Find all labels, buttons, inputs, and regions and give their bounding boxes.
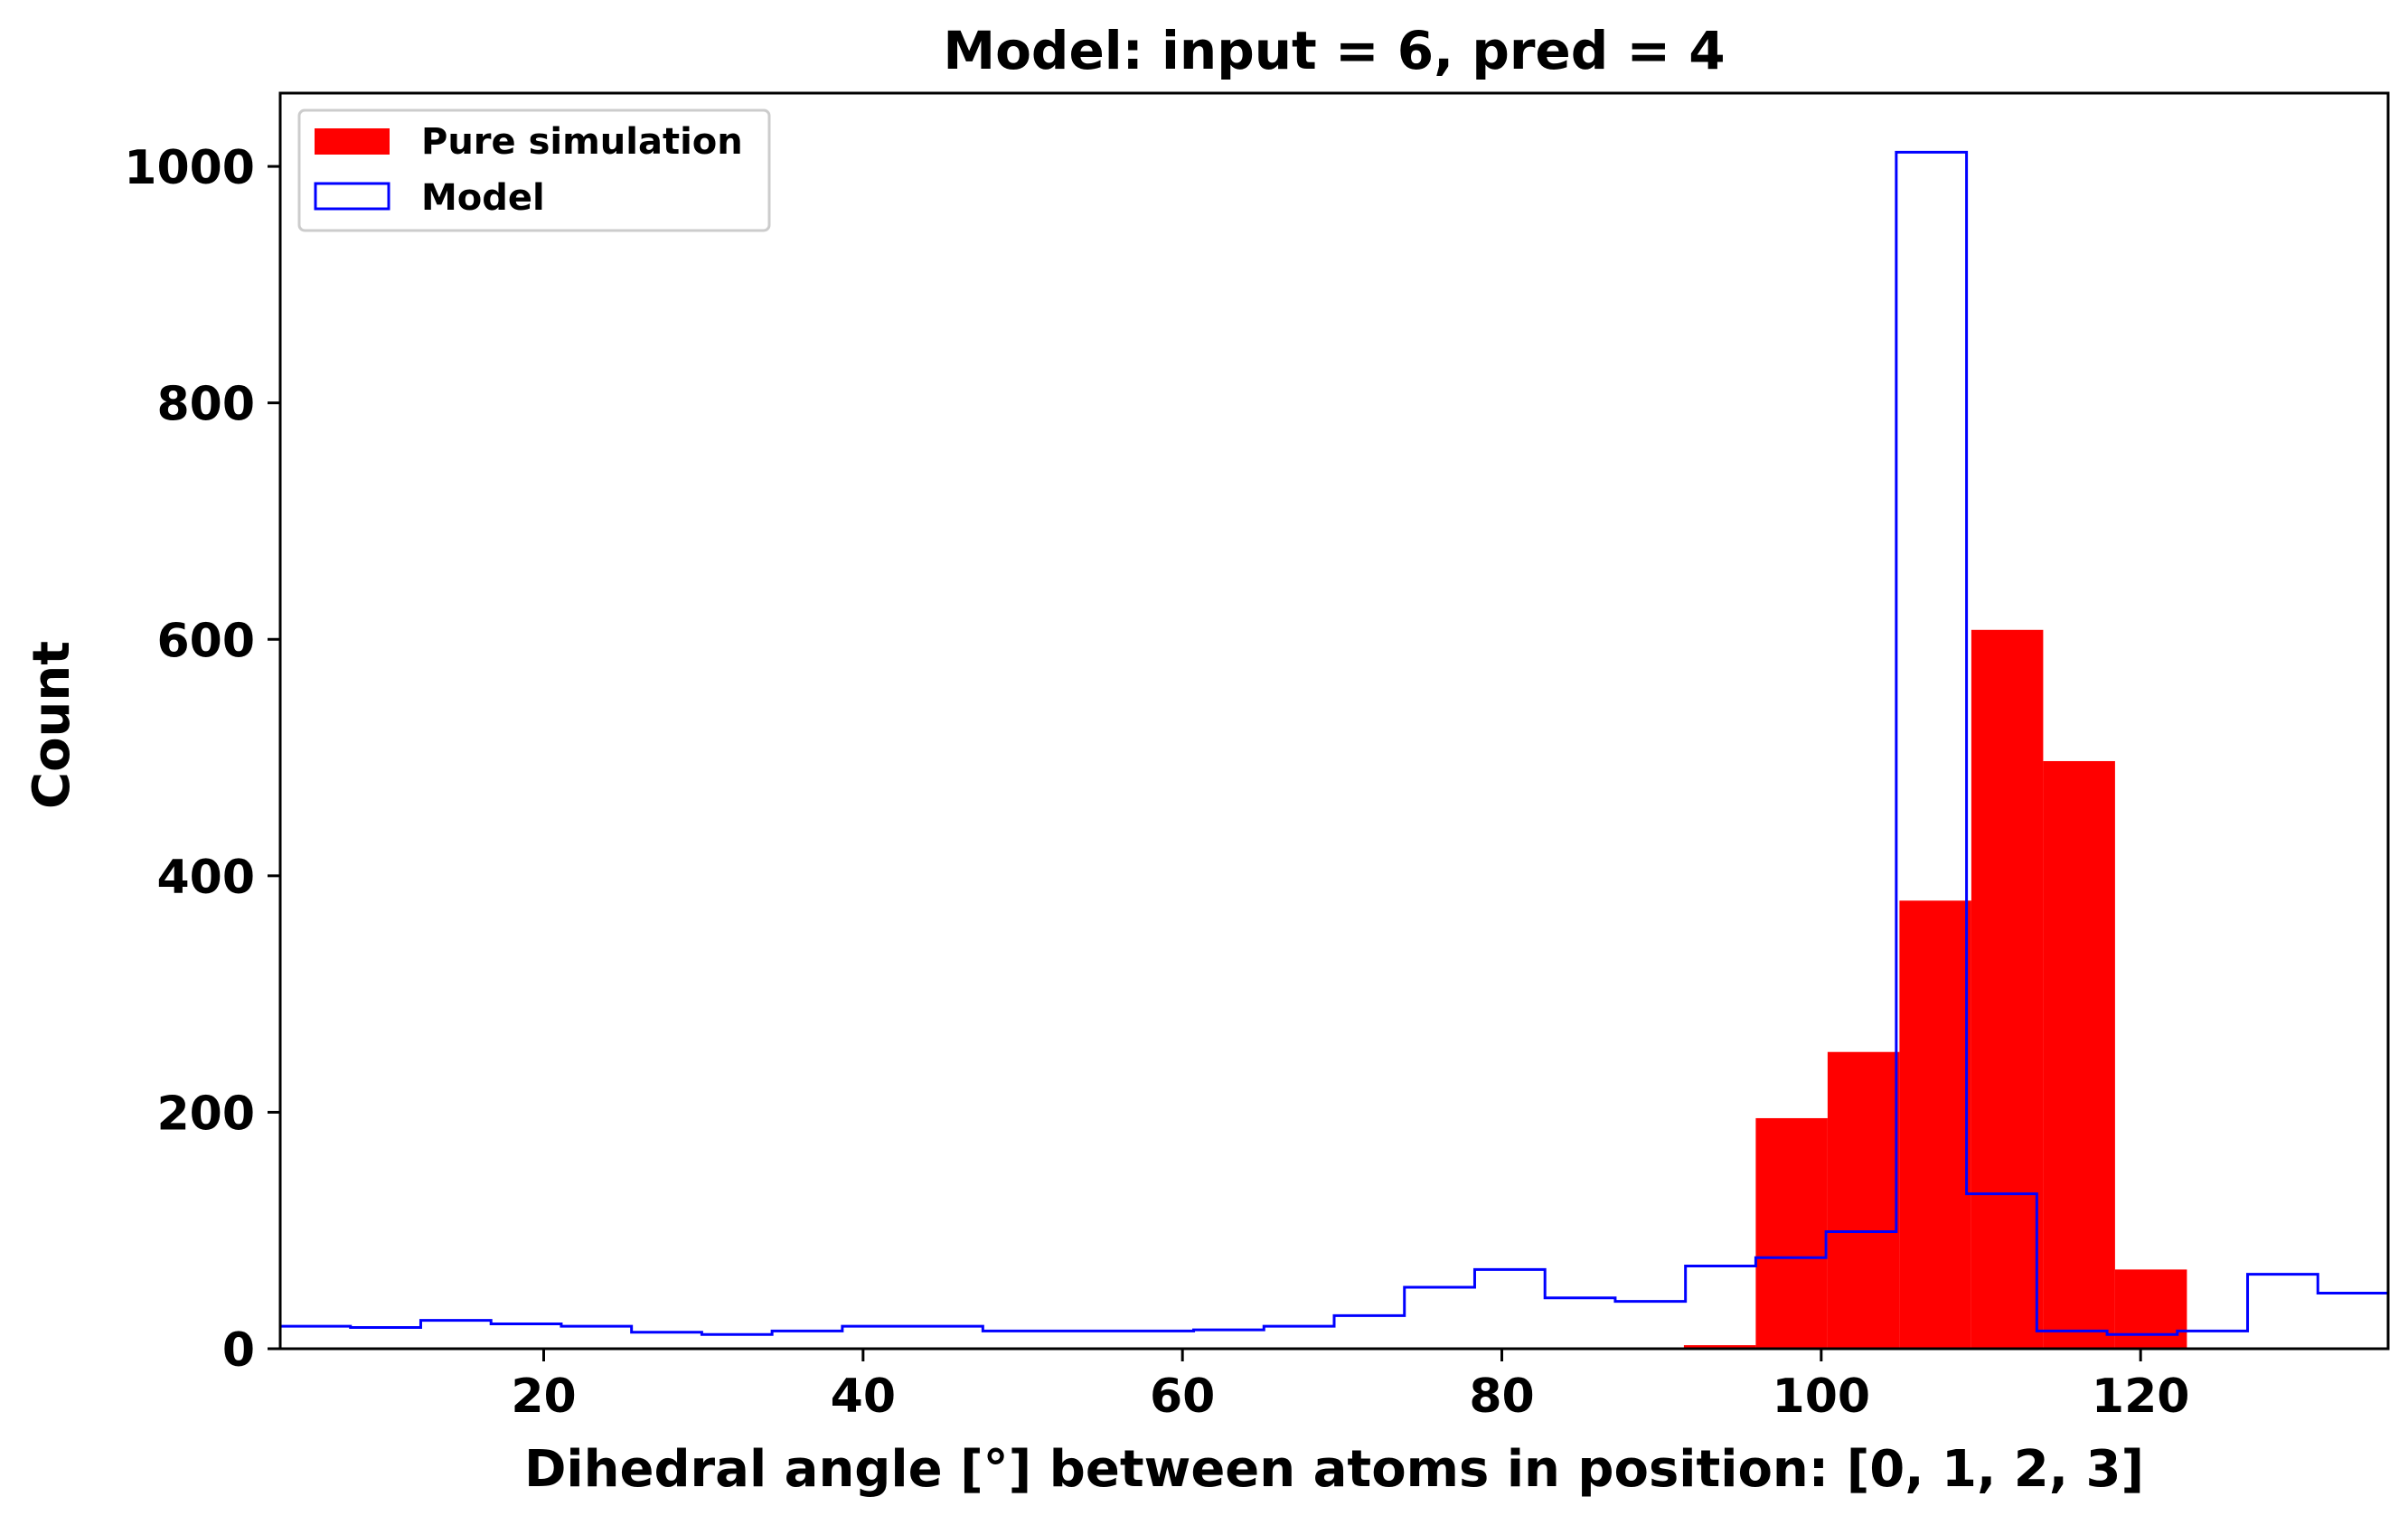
bar-pure-simulation <box>1683 1345 1756 1349</box>
axes-frame <box>278 91 2390 1351</box>
legend-label-pure-simulation: Pure simulation <box>421 121 743 163</box>
legend: Pure simulation Model <box>297 108 771 232</box>
y-tick-label: 200 <box>156 1087 255 1141</box>
x-tick-label: 120 <box>2092 1370 2190 1424</box>
x-tick-label: 40 <box>831 1370 896 1424</box>
bar-pure-simulation <box>1971 629 2044 1349</box>
x-tick-label: 80 <box>1469 1370 1534 1424</box>
y-tick-label: 800 <box>156 378 255 432</box>
legend-swatch-pure-simulation <box>315 128 390 155</box>
y-tick-label: 1000 <box>124 141 255 195</box>
bar-pure-simulation <box>2114 1269 2187 1349</box>
bar-pure-simulation <box>1827 1051 1900 1349</box>
x-tick-label: 100 <box>1773 1370 1871 1424</box>
bar-pure-simulation <box>1899 900 1971 1349</box>
y-tick-label: 600 <box>156 614 255 668</box>
x-axis: 20 40 60 80 100 120 <box>511 1349 2189 1424</box>
bar-pure-simulation <box>2043 760 2115 1349</box>
chart-title: Model: input = 6, pred = 4 <box>943 20 1725 81</box>
bar-pure-simulation <box>1755 1117 1828 1349</box>
step-line-model <box>278 150 2390 1349</box>
y-tick-label: 400 <box>156 851 255 905</box>
x-axis-label: Dihedral angle [°] between atoms in posi… <box>524 1440 2144 1499</box>
x-tick-label: 20 <box>511 1370 576 1424</box>
legend-label-model: Model <box>421 177 545 219</box>
legend-swatch-model <box>314 182 390 211</box>
x-tick-label: 60 <box>1150 1370 1215 1424</box>
y-axis: 0 200 400 600 800 1000 <box>124 141 280 1378</box>
plot-area <box>278 91 2390 1351</box>
legend-frame <box>297 108 771 232</box>
y-tick-label: 0 <box>222 1323 255 1378</box>
y-axis-label: Count <box>23 641 81 809</box>
